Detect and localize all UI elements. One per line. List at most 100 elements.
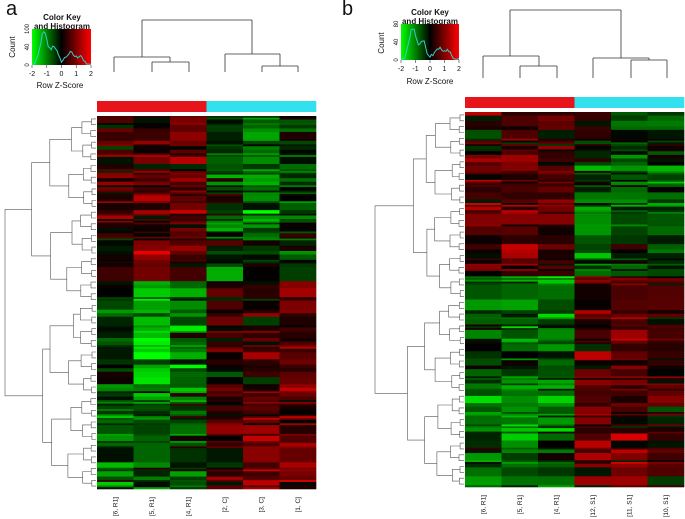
heatmap-cell [97,416,134,419]
heatmap-cell [206,258,244,261]
row-dendrogram-branch [68,360,84,385]
row-dendrogram-branch [458,407,464,415]
heatmap-cell [574,140,612,143]
heatmap-cell [279,417,317,421]
heatmap-cell [243,220,280,223]
heatmap-cell [501,167,539,170]
row-dendrogram-branch [90,293,96,300]
heatmap-cell [206,124,244,127]
heatmap-cell [647,467,685,470]
heatmap-cell [133,320,171,323]
heatmap-cell [465,412,502,415]
heatmap-cell [611,374,648,377]
heatmap-cell [133,236,171,239]
heatmap-cell [465,419,502,422]
heatmap-cell [243,261,280,264]
heatmap-cell [501,365,539,368]
heatmap-cell [206,457,244,460]
heatmap-cell [538,153,575,156]
heatmap-cell [647,183,685,186]
heatmap-cell [170,119,207,122]
heatmap-cell [501,295,539,299]
heatmap-cell [133,124,171,127]
heatmap-cell [243,393,280,396]
heatmap-cell [647,120,685,124]
heatmap-cell [465,285,502,288]
heatmap-cell [574,312,612,315]
heatmap-cell [574,169,612,172]
heatmap-cell [243,359,280,362]
heatmap-cell [647,237,685,240]
heatmap-cell [611,435,648,438]
heatmap-cell [538,303,575,306]
heatmap-cell [279,414,317,417]
heatmap-cell [133,483,171,486]
heatmap-cell [574,345,612,349]
heatmap-cell [279,323,317,326]
group-bar-cell [538,97,575,108]
heatmap-cell [574,165,612,168]
heatmap-cell [97,243,134,246]
heatmap-cell [206,453,244,456]
heatmap-cell [243,425,280,428]
heatmap-cell [206,371,244,374]
heatmap-cell [647,349,685,352]
heatmap-cell [465,363,502,366]
heatmap-cell [465,428,502,431]
heatmap-cell [206,247,244,250]
heatmap-cell [538,217,575,220]
heatmap-cell [465,140,502,143]
heatmap-cell [279,231,317,234]
heatmap-cell [133,423,171,426]
heatmap-cell [611,183,648,186]
heatmap-cell [647,408,685,411]
heatmap-cell [538,460,575,463]
heatmap-cell [170,236,207,239]
heatmap-cell [538,440,575,443]
heatmap-cell [501,149,539,152]
heatmap-cell [170,195,207,199]
heatmap-cell [243,467,280,470]
heatmap-cell [97,288,134,291]
heatmap-cell [538,344,575,347]
heatmap-cell [538,212,575,215]
heatmap-cell [647,163,685,166]
heatmap-cell [465,279,502,282]
key-b-histogram [400,28,460,60]
heatmap-cell [133,426,171,429]
heatmap-cell [279,350,317,353]
heatmap-cell [465,201,502,204]
heatmap-cell [538,447,575,450]
heatmap-cell [647,472,685,475]
heatmap-cell [611,476,648,479]
heatmap-cell [574,279,612,282]
heatmap-cell [170,167,207,170]
heatmap-cell [279,165,317,168]
key-b-xtick-label: -1 [412,66,418,73]
heatmap-cell [133,322,171,325]
heatmap-cell [206,270,244,273]
heatmap-cell [611,194,648,197]
heatmap-cell [647,179,685,182]
heatmap-cell [133,457,171,460]
heatmap-cell [574,358,612,361]
heatmap-cell [574,353,612,356]
heatmap-cell [243,416,280,419]
heatmap-cell [611,290,648,293]
heatmap-cell [465,476,502,479]
heatmap-cell [206,441,244,444]
heatmap-cell [133,137,171,140]
heatmap-cell [279,320,317,323]
heatmap-cell [133,208,171,211]
heatmap-cell [611,442,648,445]
heatmap-cell [243,300,280,303]
heatmap-cell [206,359,244,362]
heatmap-cell [647,138,685,141]
heatmap-cell [574,120,612,124]
heatmap-cell [647,208,685,211]
heatmap-cell [501,222,539,225]
heatmap-cell [243,240,280,243]
heatmap-cell [538,312,575,315]
heatmap-cell [611,220,648,224]
heatmap-cell [279,352,317,355]
